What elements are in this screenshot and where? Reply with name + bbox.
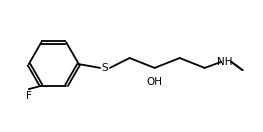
Text: NH: NH: [217, 57, 232, 67]
Text: OH: OH: [147, 77, 163, 87]
Text: F: F: [26, 91, 32, 101]
Text: S: S: [101, 63, 108, 73]
